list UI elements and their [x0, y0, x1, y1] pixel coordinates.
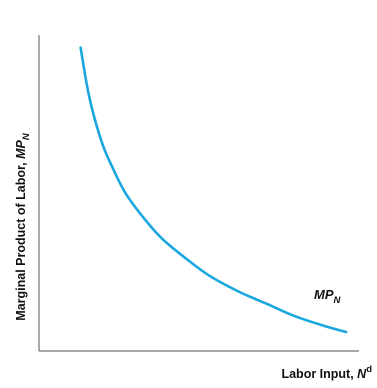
y-axis-title-sub: N — [21, 132, 32, 140]
series-label-sub: N — [334, 295, 342, 306]
y-axis-title-main: Marginal Product of Labor, — [14, 159, 28, 321]
y-axis-title-var: MP — [14, 139, 28, 158]
series-label-mpn: MPN — [314, 287, 342, 306]
x-axis-title-sup: d — [366, 364, 372, 375]
x-axis-title-var: N — [357, 367, 367, 381]
y-axis-title: Marginal Product of Labor, MPN — [14, 132, 32, 321]
x-axis-title-main: Labor Input, — [281, 367, 357, 381]
series-label-main: MP — [314, 287, 334, 302]
x-axis-title: Labor Input, Nd — [281, 364, 372, 381]
mpn-curve — [79, 46, 348, 334]
